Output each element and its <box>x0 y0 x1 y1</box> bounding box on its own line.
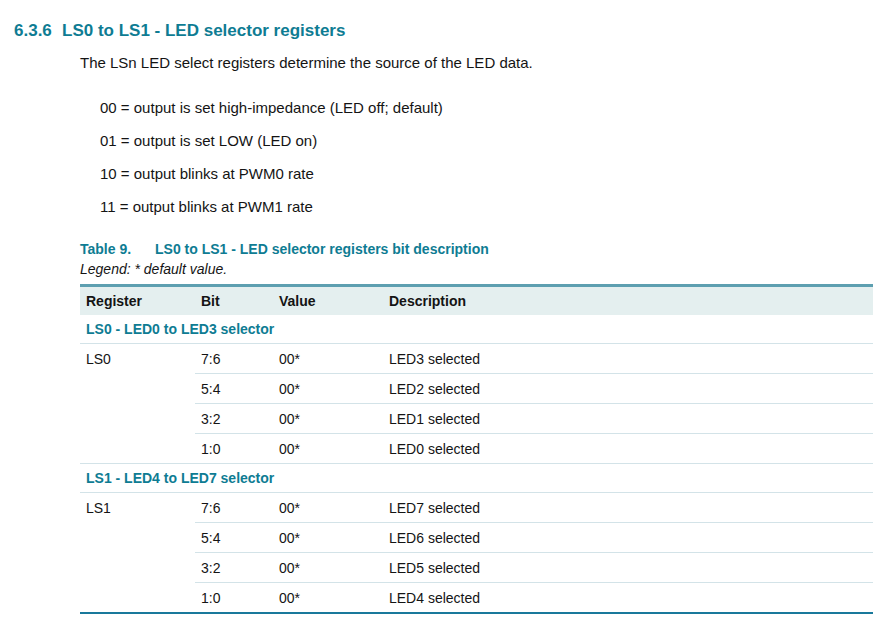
bit-cell: 1:0 <box>195 434 273 464</box>
value-cell: 00* <box>273 404 383 434</box>
section-title: LS0 to LS1 - LED selector registers <box>62 21 345 41</box>
table-data-row: LS17:600*LED7 selected <box>80 493 873 523</box>
value-list-item: 00 = output is set high-impedance (LED o… <box>100 99 892 117</box>
table-data-row: LS07:600*LED3 selected <box>80 344 873 374</box>
table-legend: Legend: * default value. <box>80 261 892 277</box>
description-cell: LED0 selected <box>383 434 873 464</box>
column-header-description: Description <box>383 286 873 316</box>
description-cell: LED5 selected <box>383 553 873 583</box>
value-cell: 00* <box>273 434 383 464</box>
table-section-row: LS0 - LED0 to LED3 selector <box>80 315 873 344</box>
description-cell: LED1 selected <box>383 404 873 434</box>
bit-cell: 7:6 <box>195 493 273 523</box>
description-cell: LED4 selected <box>383 583 873 614</box>
column-header-register: Register <box>80 286 195 316</box>
datasheet-page: 6.3.6 LS0 to LS1 - LED selector register… <box>0 0 892 628</box>
bit-cell: 1:0 <box>195 583 273 614</box>
bit-cell: 7:6 <box>195 344 273 374</box>
value-list-item: 11 = output blinks at PWM1 rate <box>100 198 892 216</box>
table-section-label: LS0 - LED0 to LED3 selector <box>80 315 873 344</box>
bit-description-table: Register Bit Value Description LS0 - LED… <box>80 284 873 614</box>
table-data-row: 3:200*LED1 selected <box>80 404 873 434</box>
register-cell: LS1 <box>80 493 195 614</box>
value-cell: 00* <box>273 374 383 404</box>
bit-cell: 3:2 <box>195 404 273 434</box>
value-list: 00 = output is set high-impedance (LED o… <box>100 99 892 216</box>
value-cell: 00* <box>273 523 383 553</box>
value-cell: 00* <box>273 493 383 523</box>
table-caption: Table 9. LS0 to LS1 - LED selector regis… <box>80 241 892 257</box>
table-data-row: 5:400*LED2 selected <box>80 374 873 404</box>
table-data-row: 3:200*LED5 selected <box>80 553 873 583</box>
table-caption-title: LS0 to LS1 - LED selector registers bit … <box>155 241 489 257</box>
section-number: 6.3.6 <box>14 21 62 41</box>
table-data-row: 5:400*LED6 selected <box>80 523 873 553</box>
register-cell: LS0 <box>80 344 195 464</box>
section-heading: 6.3.6 LS0 to LS1 - LED selector register… <box>14 0 892 41</box>
intro-paragraph: The LSn LED select registers determine t… <box>80 54 892 72</box>
value-cell: 00* <box>273 583 383 614</box>
value-cell: 00* <box>273 344 383 374</box>
value-cell: 00* <box>273 553 383 583</box>
table-data-row: 1:000*LED0 selected <box>80 434 873 464</box>
value-list-item: 10 = output blinks at PWM0 rate <box>100 165 892 183</box>
description-cell: LED6 selected <box>383 523 873 553</box>
table-data-row: 1:000*LED4 selected <box>80 583 873 614</box>
table-section-label: LS1 - LED4 to LED7 selector <box>80 464 873 493</box>
description-cell: LED7 selected <box>383 493 873 523</box>
description-cell: LED3 selected <box>383 344 873 374</box>
table-section-row: LS1 - LED4 to LED7 selector <box>80 464 873 493</box>
bit-cell: 5:4 <box>195 374 273 404</box>
table-header-row: Register Bit Value Description <box>80 286 873 316</box>
description-cell: LED2 selected <box>383 374 873 404</box>
table-caption-label: Table 9. <box>80 241 155 257</box>
bit-cell: 5:4 <box>195 523 273 553</box>
bit-cell: 3:2 <box>195 553 273 583</box>
column-header-bit: Bit <box>195 286 273 316</box>
value-list-item: 01 = output is set LOW (LED on) <box>100 132 892 150</box>
column-header-value: Value <box>273 286 383 316</box>
